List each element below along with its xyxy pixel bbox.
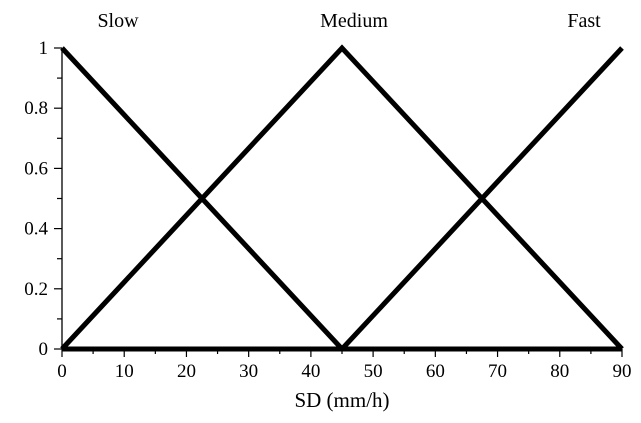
series-label-slow: Slow xyxy=(97,10,139,32)
x-tick-label: 40 xyxy=(301,361,320,382)
series-line-fast xyxy=(62,46,624,352)
x-tick-label: 60 xyxy=(426,361,445,382)
x-tick-label: 0 xyxy=(57,361,67,382)
x-axis-title: SD (mm/h) xyxy=(294,388,389,412)
series-label-fast: Fast xyxy=(567,10,601,32)
x-tick-label: 70 xyxy=(488,361,507,382)
y-tick-label: 0.6 xyxy=(24,158,48,179)
x-tick-label: 30 xyxy=(239,361,258,382)
x-tick-label: 80 xyxy=(550,361,569,382)
y-tick-label: 1 xyxy=(39,38,49,59)
y-tick-label: 0.4 xyxy=(24,219,48,240)
series-line-medium xyxy=(60,44,624,351)
plot-area: 0 10 20 30 40 50 60 70 80 90 0 0.2 0.4 0.6 0.8 1 Slow Med… xyxy=(24,10,631,382)
y-tick-label: 0.2 xyxy=(24,279,48,300)
x-tick-label: 10 xyxy=(115,361,134,382)
y-tick-label: 0 xyxy=(39,339,49,360)
x-tick-label: 50 xyxy=(364,361,383,382)
x-tick-label: 90 xyxy=(613,361,632,382)
y-tick-label: 0.8 xyxy=(24,98,48,119)
x-tick-label: 20 xyxy=(177,361,196,382)
series-line-slow xyxy=(60,46,622,352)
series-label-medium: Medium xyxy=(320,10,388,32)
